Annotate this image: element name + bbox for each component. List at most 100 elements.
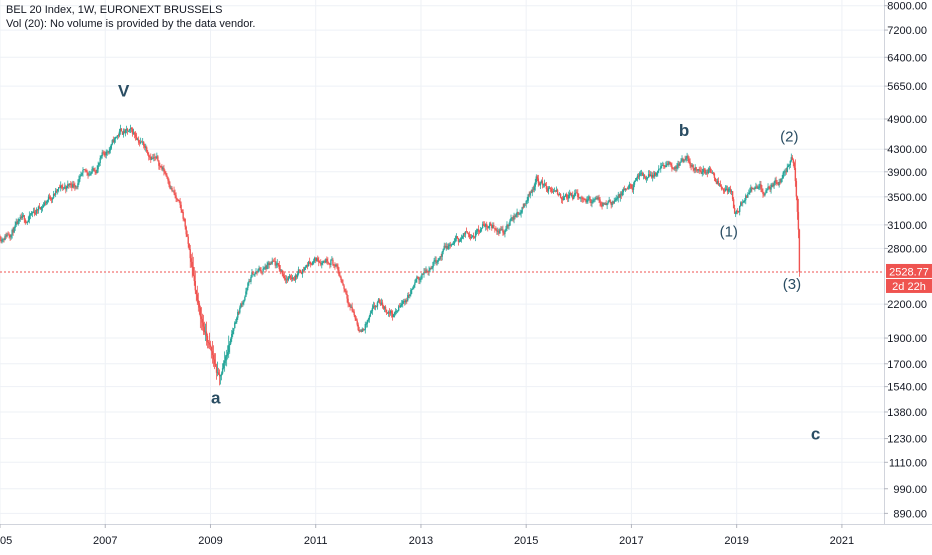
candle-up [574, 193, 576, 196]
candle-down [76, 186, 78, 188]
candle-down [760, 184, 762, 189]
candle-up [41, 206, 44, 208]
candle-down [48, 196, 51, 198]
candle-up [571, 195, 573, 197]
candle-down [406, 300, 408, 301]
candle-down [199, 307, 202, 317]
candle-up [109, 148, 111, 151]
candle-up [402, 301, 404, 304]
candle-up [476, 229, 479, 231]
candle-up [10, 234, 12, 238]
candle-down [378, 299, 381, 303]
bar-countdown-label: 2d 22h [892, 281, 926, 293]
candle-down [94, 170, 96, 173]
candle-down [354, 315, 356, 319]
candle-up [280, 270, 283, 272]
candle-down [241, 303, 243, 305]
candle-down [309, 262, 312, 265]
wave-label: (1) [720, 223, 738, 240]
candle-down [337, 266, 339, 271]
candle-down [147, 151, 149, 155]
candle-up [661, 165, 663, 167]
price-tick-label: 1110.00 [889, 457, 927, 469]
candle-down [751, 187, 753, 189]
candle-down [209, 344, 212, 347]
candle-down [333, 264, 335, 266]
candle-down [729, 188, 732, 192]
candle-down [137, 139, 140, 143]
candle-down [629, 184, 632, 185]
candle-up [782, 172, 784, 178]
candle-up [119, 128, 122, 132]
candle-down [482, 224, 485, 225]
candle-down [796, 196, 799, 212]
candle-down [87, 172, 89, 175]
candle-down [208, 342, 211, 345]
candle-down [164, 171, 166, 174]
candle-down [736, 210, 739, 212]
candle-up [246, 287, 248, 292]
candle-up [13, 227, 15, 233]
candle-up [99, 158, 101, 163]
candle-up [728, 188, 731, 190]
candle-down [732, 199, 735, 209]
candle-down [49, 197, 52, 200]
price-axis[interactable]: 8000.00 7200.00 6400.00 5650.00 4900.00 4300.… [884, 1, 927, 521]
candle-up [374, 306, 377, 308]
candle-down [430, 267, 432, 269]
candle-up [420, 278, 422, 280]
candle-down [537, 178, 540, 183]
candle-up [397, 306, 400, 311]
candle-up [240, 303, 242, 308]
candle-up [350, 306, 352, 308]
candle-up [21, 216, 23, 219]
candle-down [532, 189, 534, 191]
candle-up [227, 345, 230, 353]
candle-up [365, 323, 368, 325]
symbol-title[interactable]: BEL 20 Index, 1W, EURONEXT BRUSSELS [6, 4, 223, 16]
candle-up [602, 202, 604, 207]
candle-up [415, 279, 417, 283]
candle-up [232, 330, 234, 335]
candle-up [645, 178, 648, 180]
candle-down [327, 261, 329, 264]
candle-up [43, 202, 46, 206]
candle-up [368, 316, 371, 320]
candle-down [551, 191, 554, 193]
candle-down [496, 230, 498, 232]
candle-up [367, 319, 370, 321]
candle-up [26, 222, 29, 223]
candle-down [181, 209, 183, 213]
candle-down [191, 261, 193, 267]
candle-up [771, 184, 773, 188]
candle-down [347, 298, 349, 304]
candle-down [733, 208, 736, 214]
candle-up [579, 197, 581, 199]
candle-up [781, 177, 783, 179]
candle-up [580, 197, 582, 199]
candle-down [85, 170, 87, 172]
price-tick-label: 890.00 [893, 508, 927, 520]
candle-up [312, 260, 315, 262]
candle-down [39, 207, 42, 210]
candle-up [89, 174, 91, 176]
candle-up [78, 179, 80, 184]
candle-up [90, 173, 92, 175]
candle-up [18, 219, 20, 222]
candle-up [250, 277, 252, 282]
candle-up [247, 283, 249, 288]
candle-up [263, 267, 265, 269]
candle-up [485, 224, 487, 227]
candle-down [265, 266, 267, 269]
candle-down [512, 217, 514, 220]
candle-up [497, 230, 499, 232]
candle-up [234, 322, 236, 329]
candle-up [303, 267, 306, 270]
candle-down [648, 174, 651, 177]
candle-up [437, 259, 439, 262]
time-axis[interactable]: 2005 2007 2009 2011 2013 2015 2017 2019 2021 [0, 524, 854, 547]
candle-up [285, 279, 288, 281]
price-tick-label: 1540.00 [887, 382, 927, 394]
